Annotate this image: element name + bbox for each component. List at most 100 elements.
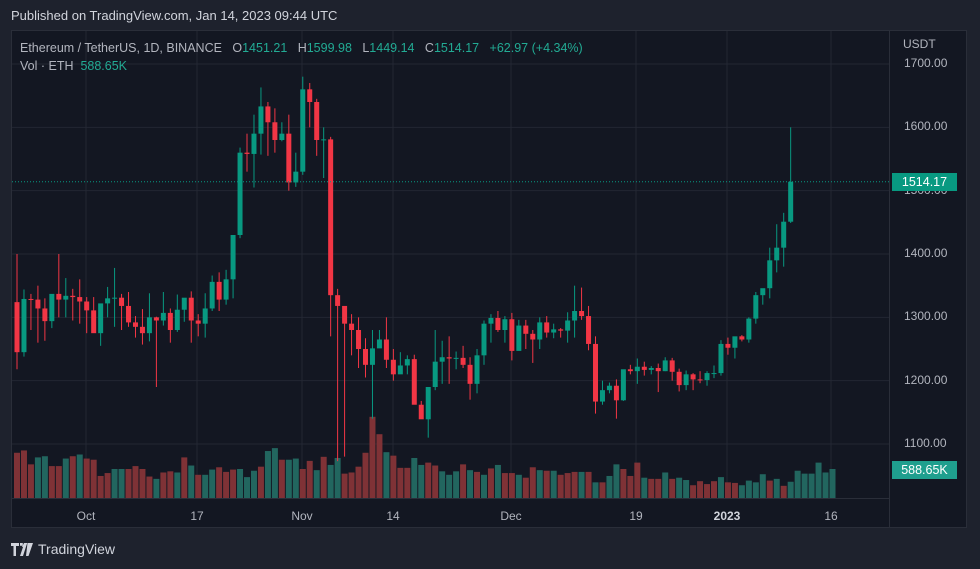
- time-tick-label: Oct: [76, 509, 96, 523]
- chart-legend: Ethereum / TetherUS, 1D, BINANCE O1451.2…: [20, 39, 583, 75]
- volume-bar: [634, 462, 641, 498]
- candle-body: [14, 302, 20, 353]
- candle-body: [321, 139, 327, 141]
- candle-body: [181, 297, 187, 310]
- high-label: H: [297, 41, 307, 55]
- volume-bar: [139, 469, 146, 498]
- volume-bar: [606, 475, 613, 498]
- candle-body: [300, 89, 306, 172]
- candle-body: [655, 368, 661, 372]
- volume-bar: [34, 457, 41, 498]
- chart-frame[interactable]: [11, 30, 967, 528]
- volume-bar: [313, 470, 320, 498]
- volume-bar: [132, 466, 139, 498]
- volume-bar: [355, 466, 362, 498]
- candle-body: [126, 305, 132, 323]
- candle-body: [139, 326, 145, 334]
- volume-bar: [529, 467, 536, 498]
- volume-bar: [515, 474, 522, 498]
- volume-bar: [787, 481, 794, 498]
- tradingview-logo[interactable]: TradingView: [11, 541, 115, 557]
- candle-body: [460, 357, 466, 365]
- price-tick-label: 1600.00: [904, 119, 948, 134]
- candle-body: [627, 369, 633, 372]
- candle-body: [411, 359, 417, 405]
- candle-body: [105, 298, 111, 304]
- volume-bar: [766, 480, 773, 498]
- volume-bar: [592, 482, 599, 498]
- candle-body: [112, 297, 118, 299]
- volume-bar: [829, 469, 836, 498]
- candle-body: [119, 297, 125, 306]
- volume-bar: [320, 456, 327, 498]
- last-volume-label: 588.65K: [892, 461, 957, 479]
- candle-body: [328, 139, 334, 296]
- volume-bar: [404, 467, 411, 498]
- open-label: O: [232, 41, 243, 55]
- volume-bar: [348, 472, 355, 498]
- time-tick-label: Nov: [291, 509, 313, 523]
- volume-bar: [460, 464, 467, 498]
- candle-body: [28, 298, 34, 300]
- candle-body: [704, 373, 710, 381]
- volume-bar: [383, 452, 390, 498]
- candle-body: [314, 102, 320, 140]
- volume-bar: [683, 480, 690, 498]
- candle-body: [223, 279, 229, 300]
- candle-body: [711, 373, 717, 375]
- candle-body: [272, 122, 278, 140]
- candle-body: [746, 318, 752, 340]
- volume-bar: [801, 473, 808, 498]
- candle-body: [662, 360, 668, 372]
- low-label: L: [362, 41, 370, 55]
- volume-bar: [557, 474, 564, 498]
- volume-bar: [69, 456, 76, 498]
- volume-bar: [487, 468, 494, 498]
- volume-bar: [271, 448, 278, 498]
- candle-body: [42, 308, 48, 322]
- candle-body: [286, 133, 292, 183]
- volume-bar: [76, 454, 83, 498]
- tradingview-brand: TradingView: [38, 541, 116, 557]
- price-axis-unit[interactable]: USDT: [903, 37, 936, 51]
- volume-bar: [216, 467, 223, 498]
- volume-bar: [467, 470, 474, 498]
- symbol-title[interactable]: Ethereum / TetherUS, 1D, BINANCE: [20, 41, 222, 55]
- volume-bar: [146, 476, 153, 498]
- candle-body: [279, 133, 285, 140]
- volume-bar: [599, 482, 606, 498]
- volume-bar: [237, 469, 244, 498]
- time-tick-label: 2023: [713, 509, 741, 523]
- volume-value: 588.65K: [80, 59, 128, 73]
- volume-bar: [62, 458, 69, 498]
- volume-label[interactable]: Vol · ETH: [20, 59, 74, 73]
- volume-bar: [711, 481, 717, 498]
- low-value: 1449.14: [369, 41, 415, 55]
- volume-bar: [815, 462, 822, 498]
- candle-body: [613, 385, 619, 401]
- candle-body: [307, 89, 313, 102]
- volume-bar: [780, 485, 787, 498]
- candle-body: [153, 317, 159, 321]
- change-value: +62.97 (+4.34%): [489, 41, 583, 55]
- candle-body: [551, 329, 557, 333]
- candle-body: [488, 317, 494, 324]
- volume-bar: [453, 471, 460, 498]
- candle-body: [641, 366, 647, 370]
- candle-body: [251, 133, 257, 154]
- candle-body: [599, 390, 605, 402]
- volume-bar: [411, 457, 418, 498]
- volume-bar: [704, 484, 711, 498]
- volume-bar: [648, 478, 655, 498]
- volume-bar: [690, 485, 697, 498]
- volume-bar: [752, 482, 759, 498]
- high-value: 1599.98: [306, 41, 352, 55]
- candle-body: [349, 323, 355, 330]
- volume-bar: [662, 472, 669, 498]
- volume-bar: [543, 470, 550, 498]
- price-tick-label: 1700.00: [904, 56, 948, 70]
- price-tick-label: 1300.00: [904, 309, 948, 324]
- candle-body: [174, 309, 180, 330]
- volume-bar: [181, 457, 188, 498]
